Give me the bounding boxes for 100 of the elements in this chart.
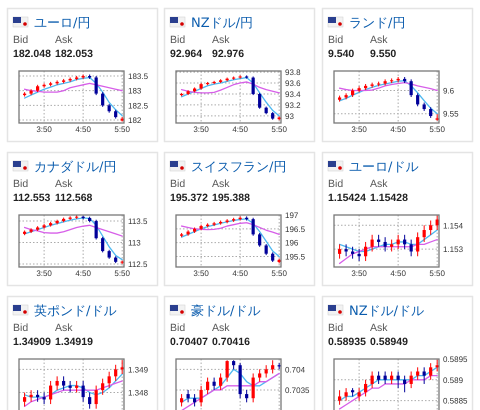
- text: 182.048: [13, 48, 52, 60]
- text: Bid: [170, 34, 186, 46]
- candlestick: [338, 244, 342, 260]
- candlestick: [212, 377, 216, 390]
- x-tick-label: 5:50: [114, 125, 131, 134]
- candlestick: [114, 364, 118, 382]
- y-tick-label: 1.154: [443, 221, 464, 230]
- text: 0.58949: [370, 336, 408, 348]
- y-tick-label: 197: [285, 211, 299, 220]
- candlestick: [49, 380, 52, 405]
- line-series: [338, 238, 438, 264]
- y-tick-label: 0.5895: [443, 355, 468, 364]
- text: Ask: [212, 178, 230, 190]
- candlestick: [206, 377, 210, 395]
- candlestick: [258, 368, 262, 382]
- line-series: [180, 81, 280, 94]
- y-tick-label: 1.153: [443, 245, 464, 254]
- text: 1.34919: [55, 336, 94, 348]
- text: Ask: [370, 322, 388, 334]
- candlestick: [436, 359, 439, 372]
- text: Bid: [328, 322, 344, 334]
- x-tick-label: 3:50: [36, 125, 52, 134]
- x-tick-label: 5:50: [271, 269, 288, 278]
- x-tick-label: 4:50: [75, 125, 92, 134]
- y-tick-label: 195.5: [285, 252, 306, 262]
- text: Bid: [328, 178, 344, 190]
- candlestick: [364, 379, 368, 397]
- y-tick-label: 0.7035: [285, 386, 310, 395]
- candlestick: [94, 385, 98, 410]
- candlestick: [410, 370, 413, 389]
- candlestick: [344, 388, 348, 402]
- candlestick: [226, 360, 229, 382]
- x-tick-label: 5:50: [429, 125, 446, 134]
- chart-title: NZドル/ドル: [349, 304, 424, 319]
- x-tick-label: 3:50: [36, 269, 52, 278]
- candlestick: [436, 215, 439, 231]
- x-tick-label: 3:50: [351, 269, 368, 278]
- candlestick: [416, 366, 420, 380]
- y-tick-label: 1.349: [128, 365, 149, 374]
- x-tick-label: 5:50: [114, 269, 131, 278]
- chart-title: 豪ドル/ドル: [191, 304, 260, 319]
- candlestick: [271, 252, 274, 263]
- line-series: [338, 366, 438, 402]
- text: 112.553: [13, 192, 51, 204]
- text: Bid: [170, 322, 186, 334]
- candlestick: [429, 220, 432, 236]
- candlestick: [108, 249, 111, 260]
- x-tick-label: 3:50: [193, 125, 210, 134]
- text: 9.540: [328, 48, 354, 60]
- y-tick-label: 93.6: [285, 79, 302, 88]
- candlestick: [186, 389, 190, 403]
- candlestick: [351, 246, 354, 260]
- text: 92.964: [170, 48, 202, 60]
- line-series: [180, 372, 280, 410]
- candlestick: [94, 75, 98, 96]
- text: 0.70407: [170, 336, 208, 348]
- candlestick: [258, 92, 262, 110]
- candlestick: [410, 239, 413, 257]
- text: 1.34909: [13, 336, 52, 348]
- candlestick: [258, 232, 262, 248]
- line-series: [180, 76, 280, 117]
- candlestick: [370, 370, 374, 389]
- chart-title: ユーロ/ドル: [349, 160, 418, 175]
- x-tick-label: 5:50: [429, 269, 446, 278]
- line-series: [24, 224, 123, 237]
- chart-title: ユーロ/円: [34, 16, 90, 31]
- chart-title: スイスフラン/円: [191, 160, 286, 175]
- y-tick-label: 182.5: [128, 101, 149, 110]
- candlestick: [358, 248, 361, 262]
- candlestick: [94, 219, 98, 240]
- x-tick-label: 3:50: [193, 269, 210, 278]
- y-tick-label: 113: [128, 238, 142, 248]
- candlestick: [108, 371, 111, 388]
- y-tick-label: 93.2: [285, 100, 302, 110]
- text: Ask: [370, 178, 388, 190]
- text: 1.15424: [328, 192, 366, 204]
- text: Ask: [212, 322, 230, 334]
- candlestick: [42, 392, 46, 405]
- candlestick: [264, 244, 268, 256]
- candlestick: [75, 380, 78, 394]
- y-tick-label: 0.589: [443, 376, 464, 385]
- candlestick: [390, 370, 394, 384]
- y-tick-label: 9.55: [443, 110, 460, 119]
- text: 182.053: [55, 48, 94, 60]
- text: Bid: [170, 178, 186, 190]
- candlestick: [422, 366, 426, 384]
- candlestick: [68, 380, 72, 394]
- text: Bid: [13, 322, 28, 334]
- candlestick: [22, 392, 26, 407]
- candlestick: [422, 224, 426, 242]
- y-tick-label: 0.5885: [443, 396, 468, 406]
- text: 112.568: [55, 192, 93, 204]
- candlestick: [101, 236, 104, 253]
- candlestick: [416, 92, 420, 107]
- y-tick-label: 196.5: [285, 224, 306, 234]
- line-series: [24, 380, 123, 408]
- candlestick: [245, 389, 248, 403]
- text: 195.372: [170, 192, 208, 204]
- candlestick: [264, 364, 268, 378]
- y-tick-label: 1.348: [128, 388, 149, 398]
